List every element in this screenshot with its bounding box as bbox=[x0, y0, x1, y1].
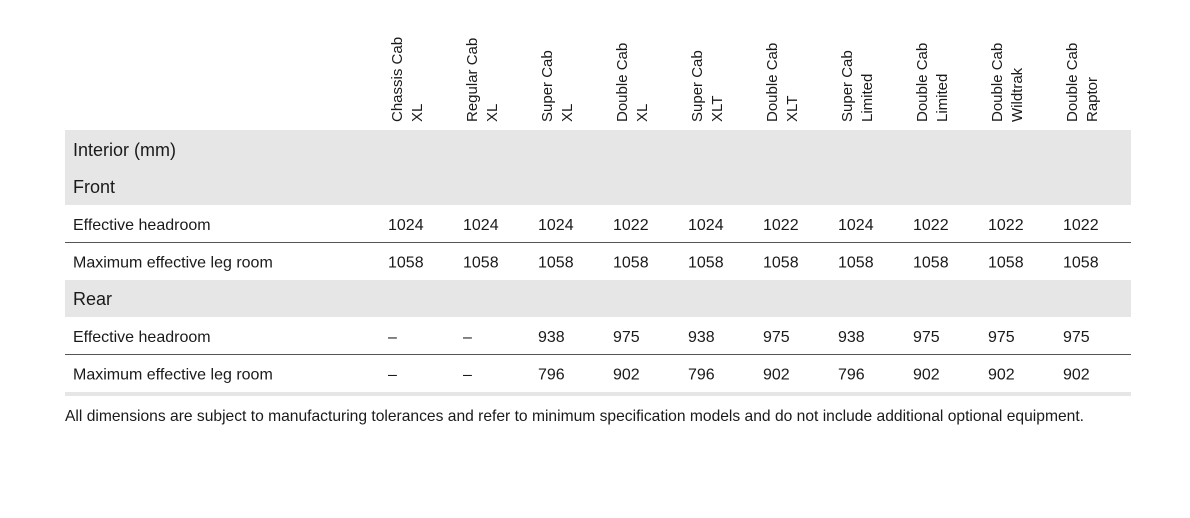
group-band bbox=[65, 168, 1131, 205]
cell-value: 938 bbox=[538, 329, 565, 346]
cell-value: 1058 bbox=[463, 255, 499, 272]
cell-value: 938 bbox=[838, 329, 865, 346]
cell-value: 1024 bbox=[538, 217, 574, 234]
cell-value: 902 bbox=[913, 367, 940, 384]
cell-value: 902 bbox=[1063, 367, 1090, 384]
column-header: Wildtrak bbox=[1009, 67, 1026, 122]
column-header: XLT bbox=[784, 96, 801, 122]
cell-value: 1022 bbox=[988, 217, 1024, 234]
column-header: Double Cab bbox=[1064, 43, 1081, 122]
column-header: XL bbox=[484, 104, 501, 122]
column-header: XL bbox=[409, 104, 426, 122]
column-header: Super Cab bbox=[539, 50, 556, 122]
row-label: Effective headroom bbox=[73, 329, 211, 346]
group-title: Rear bbox=[73, 289, 112, 309]
column-header: Regular Cab bbox=[464, 38, 481, 122]
cell-value: – bbox=[463, 367, 472, 384]
column-header: Double Cab bbox=[989, 43, 1006, 122]
cell-value: 975 bbox=[613, 329, 640, 346]
cell-value: 1058 bbox=[763, 255, 799, 272]
cell-value: 1024 bbox=[838, 217, 874, 234]
cell-value: 902 bbox=[613, 367, 640, 384]
column-header: Double Cab bbox=[764, 43, 781, 122]
row-label: Maximum effective leg room bbox=[73, 367, 273, 384]
cell-value: 1058 bbox=[388, 255, 424, 272]
group-title: Front bbox=[73, 177, 115, 197]
cell-value: – bbox=[388, 367, 397, 384]
group-band bbox=[65, 280, 1131, 317]
column-header: XL bbox=[559, 104, 576, 122]
cell-value: 1024 bbox=[688, 217, 724, 234]
cell-value: 1058 bbox=[538, 255, 574, 272]
cell-value: 975 bbox=[988, 329, 1015, 346]
column-header: Super Cab bbox=[839, 50, 856, 122]
table-end-band bbox=[65, 392, 1131, 396]
cell-value: 796 bbox=[538, 367, 565, 384]
cell-value: – bbox=[463, 329, 472, 346]
cell-value: 1022 bbox=[763, 217, 799, 234]
cell-value: 902 bbox=[763, 367, 790, 384]
cell-value: 1058 bbox=[613, 255, 649, 272]
cell-value: 796 bbox=[688, 367, 715, 384]
table-title: Interior (mm) bbox=[73, 140, 176, 160]
cell-value: 1024 bbox=[388, 217, 424, 234]
column-header: XL bbox=[634, 104, 651, 122]
column-header: Chassis Cab bbox=[389, 37, 406, 122]
cell-value: 1058 bbox=[988, 255, 1024, 272]
cell-value: 1058 bbox=[688, 255, 724, 272]
cell-value: 1024 bbox=[463, 217, 499, 234]
column-header: Limited bbox=[859, 74, 876, 122]
cell-value: 1022 bbox=[913, 217, 949, 234]
cell-value: 902 bbox=[988, 367, 1015, 384]
cell-value: 975 bbox=[1063, 329, 1090, 346]
column-header: Double Cab bbox=[614, 43, 631, 122]
column-header: XLT bbox=[709, 96, 726, 122]
cell-value: – bbox=[388, 329, 397, 346]
cell-value: 975 bbox=[913, 329, 940, 346]
column-header: Limited bbox=[934, 74, 951, 122]
row-label: Effective headroom bbox=[73, 217, 211, 234]
cell-value: 1022 bbox=[613, 217, 649, 234]
cell-value: 1058 bbox=[1063, 255, 1099, 272]
cell-value: 1022 bbox=[1063, 217, 1099, 234]
cell-value: 938 bbox=[688, 329, 715, 346]
cell-value: 1058 bbox=[913, 255, 949, 272]
cell-value: 1058 bbox=[838, 255, 874, 272]
cell-value: 796 bbox=[838, 367, 865, 384]
footnote: All dimensions are subject to manufactur… bbox=[65, 408, 1084, 425]
cell-value: 975 bbox=[763, 329, 790, 346]
column-header: Raptor bbox=[1084, 77, 1101, 122]
row-label: Maximum effective leg room bbox=[73, 255, 273, 272]
column-header: Super Cab bbox=[689, 50, 706, 122]
column-header: Double Cab bbox=[914, 43, 931, 122]
